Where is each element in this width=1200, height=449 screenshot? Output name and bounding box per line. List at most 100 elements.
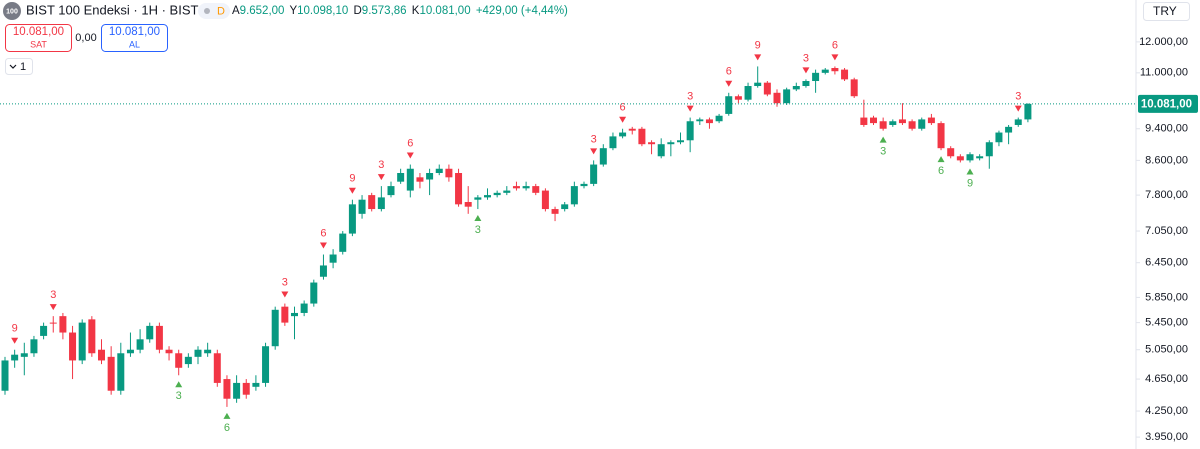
ohlc-key: A: [232, 5, 240, 17]
candle-body: [648, 142, 656, 145]
y-tick-label: 7.050,00: [1145, 225, 1188, 237]
buy-price: 10.081,00: [109, 26, 160, 38]
candle-body: [850, 79, 858, 97]
signal-arrow: [474, 215, 482, 222]
ohlc-value: 9.652,00: [240, 5, 285, 17]
y-tick-label: 12.000,00: [1139, 36, 1188, 48]
sell-button[interactable]: [5, 24, 72, 52]
candle-body: [165, 349, 173, 354]
buy-label: AL: [129, 39, 140, 49]
candle-body: [918, 119, 926, 129]
signal-arrow: [831, 54, 839, 61]
candle-body: [416, 177, 424, 182]
candle-body: [204, 349, 212, 354]
currency: TRY: [1153, 4, 1177, 18]
candle-body: [474, 197, 482, 200]
signal-arrow: [281, 291, 289, 298]
candle-body: [49, 322, 57, 324]
signal-label: 6: [832, 39, 838, 51]
signal-label: 9: [12, 323, 18, 335]
candle-body: [522, 186, 530, 189]
candle-body: [397, 173, 405, 182]
candle-body: [455, 173, 463, 205]
candle-body: [841, 69, 849, 80]
y-tick-label: 5.450,00: [1145, 317, 1188, 329]
candle-body: [1, 360, 9, 391]
candle-body: [541, 190, 549, 210]
indicator-count: 1: [20, 61, 26, 73]
y-tick-label: 5.050,00: [1145, 344, 1188, 356]
signal-label: 9: [349, 173, 355, 185]
currency-button[interactable]: [1143, 2, 1190, 21]
candle-body: [889, 121, 897, 125]
candle-body: [387, 186, 395, 196]
candle-body: [561, 204, 569, 210]
candle-body: [879, 121, 887, 129]
signal-arrow: [223, 412, 231, 419]
candle-body: [223, 379, 231, 399]
ohlc: A9.652,00 Y10.098,10 D9.573,86 K10.081,0…: [232, 5, 568, 17]
candle-body: [763, 82, 771, 95]
candle-body: [78, 322, 86, 361]
signal-arrow: [348, 187, 356, 194]
candle-body: [956, 156, 964, 161]
candle-body: [1005, 126, 1013, 133]
signal-label: 6: [407, 137, 413, 149]
last-price-box: [1138, 94, 1198, 113]
symbol-title[interactable]: BIST 100 Endeksi · 1H · BIST: [26, 2, 198, 17]
candle-body: [773, 92, 781, 104]
candle-body: [242, 382, 250, 395]
signal-label: 6: [938, 165, 944, 177]
signal-arrow: [879, 136, 887, 143]
ohlc-value: 9.573,86: [362, 5, 407, 17]
candle-body: [677, 140, 684, 143]
signal-label: 3: [176, 390, 182, 402]
y-tick-label: 6.450,00: [1145, 257, 1188, 269]
y-tick-label: 8.600,00: [1145, 154, 1188, 166]
candle-body: [705, 119, 713, 124]
signal-arrow: [377, 174, 385, 181]
candle-body: [136, 339, 144, 350]
buy-button[interactable]: [101, 24, 168, 52]
signal-arrow: [49, 304, 57, 311]
candle-body: [908, 121, 916, 129]
y-tick-label: 3.950,00: [1145, 431, 1188, 443]
candle-body: [319, 265, 327, 277]
candle-body: [734, 96, 742, 100]
signal-arrow: [11, 337, 19, 344]
candle-body: [117, 353, 125, 391]
signal-label: 6: [620, 102, 626, 114]
candle-body: [831, 68, 839, 72]
candle-body: [551, 209, 559, 214]
candle-body: [155, 325, 163, 350]
signal-label: 3: [378, 159, 384, 171]
signal-arrow: [319, 242, 327, 249]
candle-body: [1014, 119, 1022, 125]
candle-body: [377, 197, 385, 210]
candle-body: [696, 119, 704, 122]
candle-body: [590, 164, 598, 184]
candle-body: [107, 356, 115, 391]
sell-price: 10.081,00: [13, 26, 64, 38]
candle-body: [252, 382, 260, 387]
signal-arrow: [619, 116, 627, 123]
candle-body: [20, 353, 28, 357]
candle-body: [927, 117, 935, 124]
candle-body: [570, 186, 578, 205]
candle-body: [898, 119, 906, 124]
candle-body: [1024, 103, 1032, 120]
candle-body: [271, 309, 279, 347]
candle-body: [580, 183, 588, 187]
badge-dot: [204, 8, 210, 14]
ohlc-key: Y: [289, 5, 297, 17]
indicator-toggle[interactable]: [5, 58, 33, 75]
y-tick-label: 7.800,00: [1145, 189, 1188, 201]
candle-body: [503, 190, 511, 193]
candle-body: [175, 353, 183, 368]
signal-label: 3: [50, 289, 56, 301]
candle-body: [754, 82, 762, 87]
y-tick-label: 5.850,00: [1145, 291, 1188, 303]
signal-label: 3: [475, 224, 481, 236]
candle-body: [126, 349, 134, 354]
